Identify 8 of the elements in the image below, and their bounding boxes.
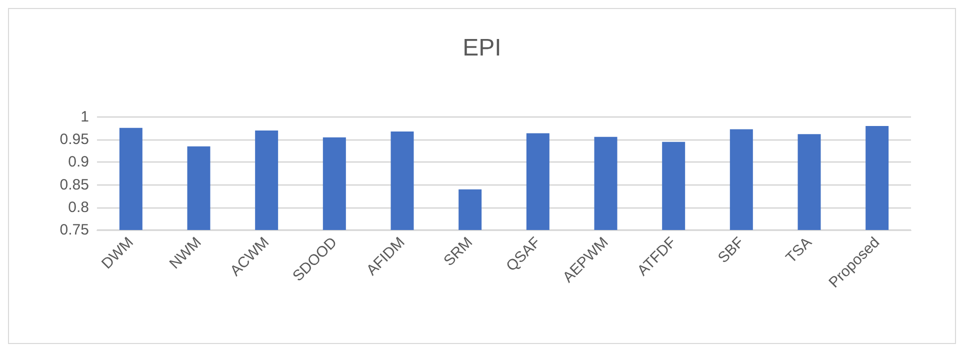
y-tick-label: 1: [80, 108, 89, 126]
y-tick-label: 0.8: [68, 198, 89, 216]
x-tick-label: TSA: [782, 234, 816, 267]
y-tick-label: 0.9: [68, 154, 89, 171]
y-tick-label: 0.85: [60, 176, 89, 194]
chart-title: EPI: [462, 34, 502, 62]
y-tick-label: 0.95: [60, 131, 89, 148]
y-tick-label: 0.75: [60, 222, 89, 238]
